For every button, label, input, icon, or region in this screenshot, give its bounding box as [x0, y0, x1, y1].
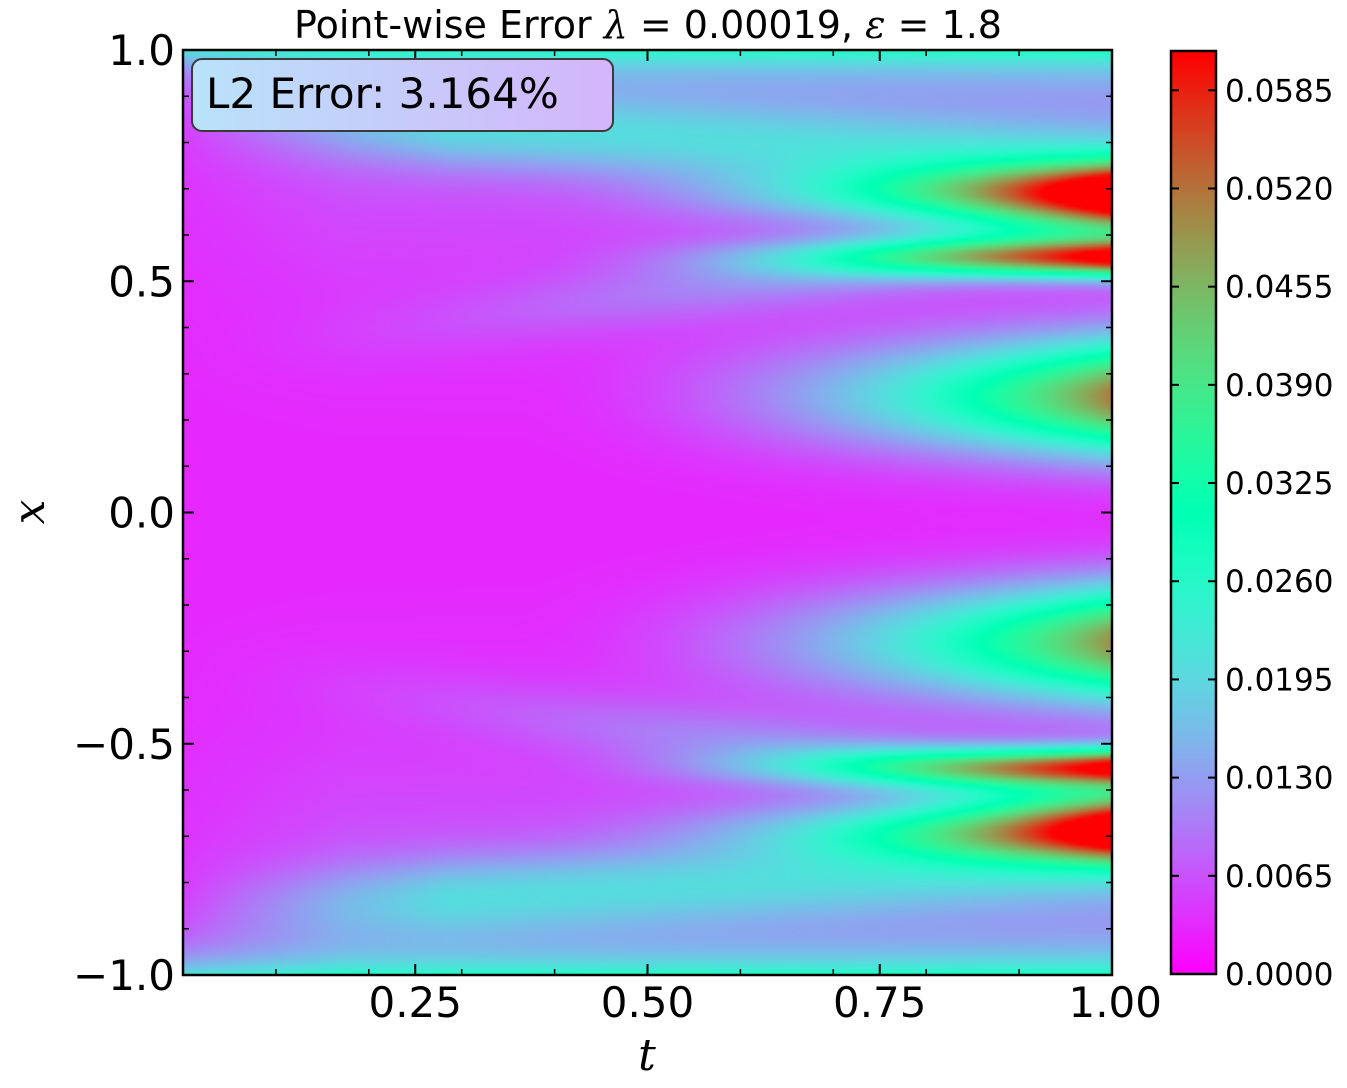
x-tick-label: 0.75	[833, 978, 927, 1027]
y-axis-label: x	[4, 499, 55, 524]
l2-error-annotation: L2 Error: 3.164%	[191, 58, 614, 132]
x-axis-label: t	[638, 1030, 656, 1081]
colorbar-tick-label: 0.0065	[1225, 859, 1333, 895]
colorbar-tick-label: 0.0390	[1225, 368, 1333, 404]
colorbar-tick-label: 0.0585	[1225, 73, 1333, 109]
y-axis: −1.0 −0.5 0.0 0.5 1.0	[73, 26, 1112, 1000]
l2-error-text: L2 Error: 3.164%	[206, 69, 559, 118]
x-tick-label: 0.25	[368, 978, 462, 1027]
colorbar-tick-label: 0.0520	[1225, 171, 1333, 207]
y-tick-label: 0.5	[108, 257, 175, 306]
colorbar-tick-label: 0.0130	[1225, 761, 1333, 797]
y-tick-label: 1.0	[108, 26, 175, 75]
colorbar-frame	[1169, 49, 1218, 976]
colorbar-tick-label: 0.0325	[1225, 466, 1333, 502]
colorbar-tick-label: 0.0195	[1225, 662, 1333, 698]
y-tick-label: −1.0	[73, 951, 175, 1000]
x-tick-label: 1.00	[1068, 978, 1162, 1027]
colorbar-gradient	[1171, 51, 1216, 974]
x-axis: 0.25 0.50 0.75 1.00	[275, 50, 1162, 1027]
chart-title: Point-wise Error λ = 0.00019, ε = 1.8	[294, 3, 1002, 47]
colorbar-tick-label: 0.0260	[1225, 564, 1333, 600]
x-tick-label: 0.50	[601, 978, 695, 1027]
y-tick-label: −0.5	[73, 720, 175, 769]
colorbar: 0.0000 0.0065 0.0130 0.0195 0.0260 0.0325 0.03…	[1169, 49, 1333, 993]
y-tick-label: 0.0	[108, 489, 175, 538]
colorbar-tick-label: 0.0000	[1225, 957, 1333, 993]
heatmap-image	[183, 50, 1112, 975]
colorbar-tick-label: 0.0455	[1225, 270, 1333, 306]
